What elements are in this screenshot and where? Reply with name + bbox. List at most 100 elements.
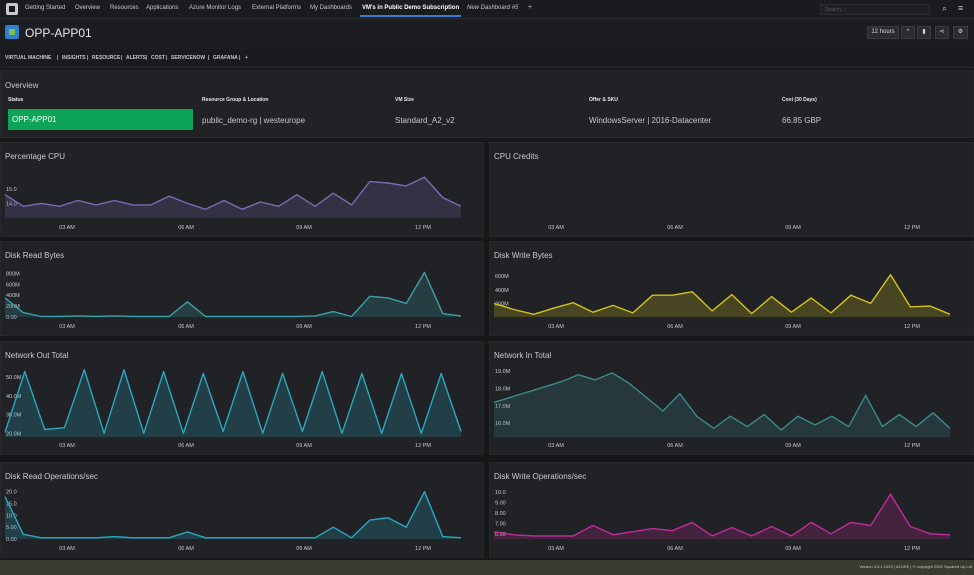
disk-write-ops-chart[interactable]: Disk Write Operations/sec 03 AM 06 AM 09 AM… — [489, 462, 974, 558]
x-tick-label: 06 AM — [178, 324, 194, 330]
tab-my-dashboards[interactable]: My Dashboards — [310, 5, 353, 11]
perspective-grafana[interactable]: GRAFANA — [213, 55, 238, 61]
x-tick-label: 06 AM — [178, 443, 194, 449]
x-tick-label: 12 PM — [415, 443, 431, 449]
y-tick-label: 400M — [495, 288, 509, 294]
x-tick-label: 09 AM — [785, 546, 801, 552]
disk-write-bytes-chart[interactable]: Disk Write Bytes 03 AM 06 AM 09 AM 12 PM 600M… — [489, 241, 974, 336]
x-tick-label: 06 AM — [667, 443, 683, 449]
series-line — [4, 271, 462, 318]
y-tick-label: 7.00 — [495, 521, 506, 527]
gear-icon[interactable]: ⚙ — [953, 26, 968, 39]
series-line — [4, 491, 462, 539]
vm-size-header: VM Size — [395, 97, 414, 103]
x-tick-label: 06 AM — [178, 546, 194, 552]
y-tick-label: 30.0M — [6, 413, 22, 419]
y-tick-label: 20.0 — [6, 490, 17, 496]
chart-title: Disk Read Operations/sec — [5, 472, 98, 481]
x-tick-label: 06 AM — [178, 225, 194, 231]
percentage-cpu-chart[interactable]: Percentage CPU 03 AM 06 AM 09 AM 12 PM 15.0 14… — [0, 142, 484, 237]
separator: | — [208, 55, 210, 61]
page-title: OPP-APP01 — [25, 26, 92, 40]
y-tick-label: 17.0M — [495, 404, 511, 410]
resource-group-value[interactable]: public_demo-rg | westeurope — [202, 116, 306, 125]
network-out-total-chart[interactable]: Network Out Total 03 AM 06 AM 09 AM 12 PM 50.… — [0, 341, 484, 455]
x-tick-label: 06 AM — [667, 324, 683, 330]
tab-resources[interactable]: Resources — [110, 5, 139, 11]
tab-applications[interactable]: Applications — [146, 5, 179, 11]
perspective-virtual-machine[interactable]: VIRTUAL MACHINE — [5, 55, 52, 61]
x-tick-label: 03 AM — [59, 443, 75, 449]
y-tick-label: 40.0M — [6, 394, 22, 400]
tab-getting-started[interactable]: Getting Started — [25, 5, 66, 11]
tab-external-platforms[interactable]: External Platforms — [252, 5, 302, 11]
y-tick-label: 19.0M — [495, 369, 511, 375]
y-tick-label: 10.0 — [495, 490, 506, 496]
y-tick-label: 200M — [495, 301, 509, 307]
y-tick-label: 15.0 — [6, 502, 17, 508]
chart-title: Disk Read Bytes — [5, 251, 65, 260]
x-tick-label: 03 AM — [59, 324, 75, 330]
page-header: OPP-APP01 12 hours ^ ▮ ⋖ ⚙ — [0, 19, 974, 49]
separator: | — [166, 55, 168, 61]
series-line — [493, 274, 951, 315]
x-tick-label: 06 AM — [667, 225, 683, 231]
offer-sku-header: Offer & SKU — [589, 97, 618, 103]
share-icon[interactable]: ⋖ — [935, 26, 949, 39]
network-in-total-chart[interactable]: Network In Total 03 AM 06 AM 09 AM 12 PM 19.0… — [489, 341, 974, 455]
cost-value: 66.85 GBP — [782, 116, 822, 125]
tab-new-dashboard-5[interactable]: New Dashboard #5 — [467, 5, 519, 11]
chart-title: Percentage CPU — [5, 152, 66, 161]
tab-vms-public-demo[interactable]: VM's in Public Demo Subscription — [359, 5, 462, 17]
disk-read-ops-chart[interactable]: Disk Read Operations/sec 03 AM 06 AM 09 AM 1… — [0, 462, 484, 558]
x-tick-label: 03 AM — [59, 546, 75, 552]
overview-title: Overview — [5, 81, 39, 90]
chart-title: Network Out Total — [5, 351, 69, 360]
y-tick-label: 20.0M — [6, 431, 22, 437]
x-tick-label: 12 PM — [415, 546, 431, 552]
add-tab-button[interactable]: + — [528, 4, 533, 11]
series-area — [494, 274, 950, 317]
x-tick-label: 03 AM — [548, 443, 564, 449]
time-range-button[interactable]: 12 hours — [867, 26, 899, 39]
x-tick-label: 09 AM — [785, 443, 801, 449]
x-tick-label: 03 AM — [59, 225, 75, 231]
search-input[interactable]: Search... — [820, 4, 930, 15]
series-line — [4, 176, 462, 210]
perspective-insights[interactable]: INSIGHTS — [62, 55, 86, 61]
top-nav: Getting Started Overview Resources Appli… — [0, 0, 974, 19]
series-area — [5, 272, 461, 317]
y-tick-label: 14.0 — [6, 201, 17, 207]
x-tick-label: 12 PM — [904, 546, 920, 552]
logo-icon[interactable] — [6, 3, 18, 15]
y-tick-label: 10.0 — [6, 513, 17, 519]
search-icon[interactable]: ⌕ — [942, 3, 948, 13]
y-tick-label: 9.00 — [495, 501, 506, 507]
x-tick-label: 12 PM — [904, 225, 920, 231]
cpu-credits-chart[interactable]: CPU Credits 03 AM 06 AM 09 AM 12 PM — [489, 142, 974, 237]
chart-title: Disk Write Operations/sec — [494, 472, 587, 481]
separator: | — [87, 55, 89, 61]
perspective-resource[interactable]: RESOURCE — [92, 55, 121, 61]
footer: Version 4.5.1.1429 | AZURE | © copyright… — [0, 560, 974, 575]
chevron-up-icon[interactable]: ^ — [901, 26, 915, 39]
book-icon[interactable]: ▮ — [917, 26, 931, 39]
y-tick-label: 400M — [6, 293, 20, 299]
x-tick-label: 12 PM — [415, 324, 431, 330]
series-line — [4, 369, 462, 434]
chart-title: Network In Total — [494, 351, 552, 360]
tab-overview[interactable]: Overview — [75, 5, 101, 11]
perspective-cost[interactable]: COST — [151, 55, 165, 61]
status-badge[interactable]: OPP-APP01 — [8, 109, 193, 130]
menu-icon[interactable]: ≡ — [958, 3, 964, 13]
x-tick-label: 12 PM — [904, 443, 920, 449]
perspective-alerts[interactable]: ALERTS — [126, 55, 146, 61]
x-tick-label: 09 AM — [296, 324, 312, 330]
chart-title: CPU Credits — [494, 152, 539, 161]
perspective-servicenow[interactable]: SERVICENOW — [171, 55, 206, 61]
tab-azure-monitor-logs[interactable]: Azure Monitor Logs — [189, 5, 242, 11]
status-value: OPP-APP01 — [12, 115, 57, 124]
disk-read-bytes-chart[interactable]: Disk Read Bytes 03 AM 06 AM 09 AM 12 PM 800M 6… — [0, 241, 484, 336]
y-tick-label: 600M — [6, 282, 20, 288]
add-perspective-button[interactable]: + — [245, 55, 248, 61]
